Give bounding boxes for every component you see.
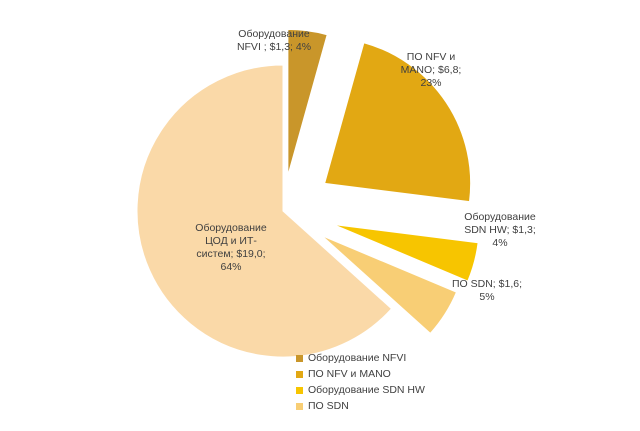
legend-item-3: Оборудование SDN HW bbox=[296, 382, 425, 398]
legend-item-4: ПО SDN bbox=[296, 398, 425, 414]
slice-data-label-4: ПО SDN; $1,6; 5% bbox=[452, 278, 522, 303]
legend-label: ПО NFV и MANO bbox=[308, 368, 391, 380]
legend-swatch bbox=[296, 354, 303, 362]
pie-slice-1 bbox=[287, 28, 328, 176]
legend-item-2: ПО NFV и MANO bbox=[296, 366, 425, 382]
legend-swatch bbox=[296, 402, 303, 410]
legend-label: Оборудование SDN HW bbox=[308, 384, 425, 396]
pie-slice-2 bbox=[324, 42, 472, 203]
legend-label: Оборудование NFVI bbox=[308, 352, 407, 364]
slice-data-label-3: Оборудование SDN HW; $1,3; 4% bbox=[464, 211, 536, 249]
legend-swatch bbox=[296, 386, 303, 394]
pie-slice-3 bbox=[333, 223, 479, 282]
pie-slice-4 bbox=[321, 235, 458, 335]
legend-label: ПО SDN bbox=[308, 400, 349, 412]
slice-data-label-5: Оборудование ЦОД и ИТ-систем; $19,0; 64% bbox=[195, 222, 267, 273]
pie-slice-5 bbox=[136, 64, 393, 358]
legend-item-1: Оборудование NFVI bbox=[296, 350, 425, 366]
slice-data-label-1: Оборудование NFVI ; $1,3; 4% bbox=[237, 28, 311, 53]
chart-legend: Оборудование NFVI ПО NFV и MANO Оборудован… bbox=[296, 350, 425, 414]
slice-data-label-2: ПО NFV и MANO; $6,8; 23% bbox=[401, 51, 462, 89]
legend-swatch bbox=[296, 370, 303, 378]
